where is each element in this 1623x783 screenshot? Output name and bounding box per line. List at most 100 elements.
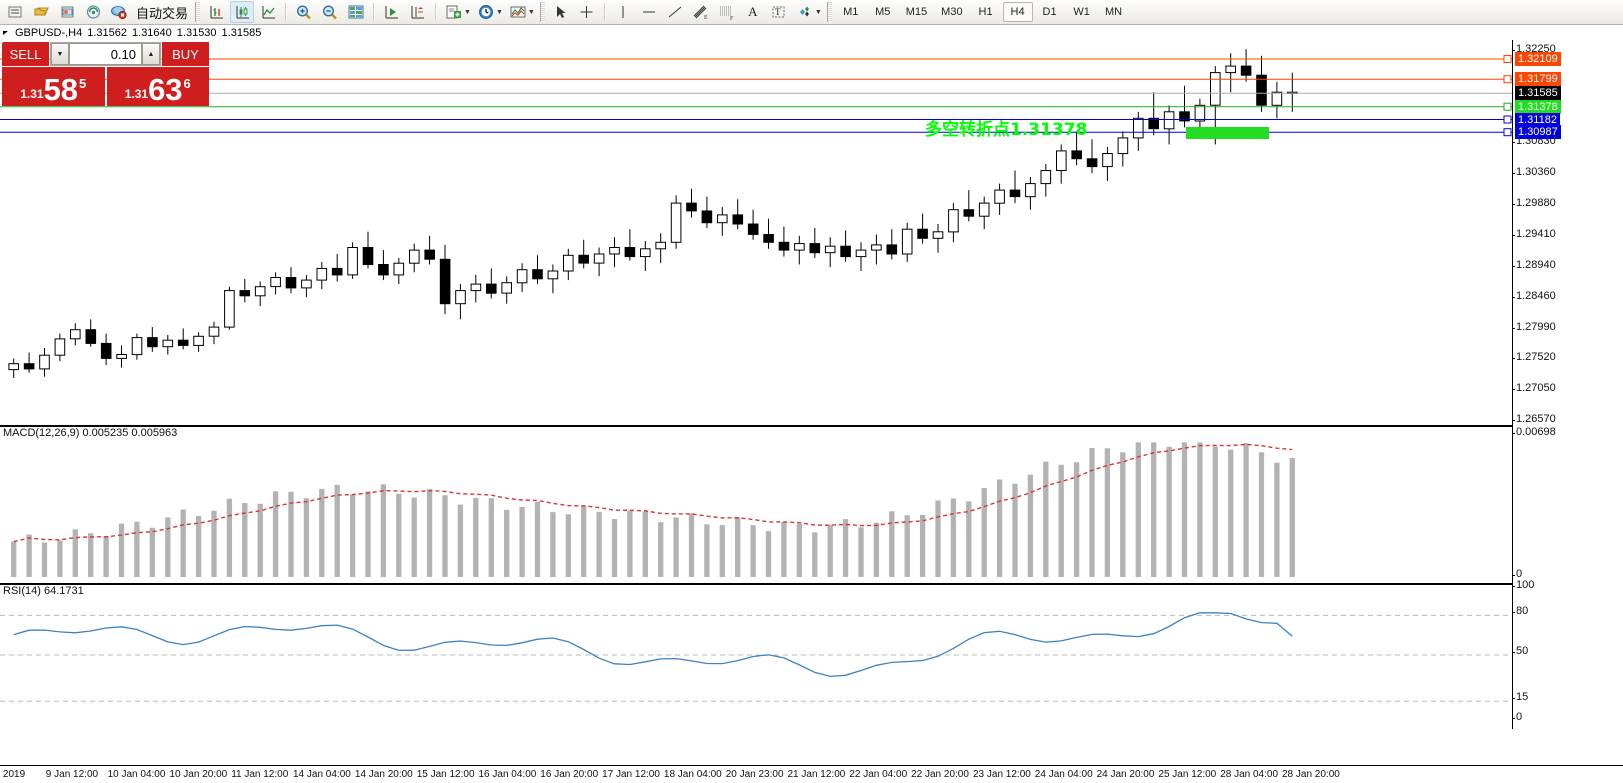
chevron-down-icon-indicators[interactable]: ▼: [527, 8, 535, 16]
price-pane[interactable]: [0, 40, 1512, 425]
time-axis-label: 15 Jan 12:00: [416, 769, 475, 780]
toolbar-grip-3[interactable]: [826, 2, 832, 22]
price-badge[interactable]: 1.32109: [1515, 52, 1561, 66]
symbol-info-line: GBPUSD-,H4 1.31562 1.31640 1.31530 1.315…: [0, 26, 1623, 40]
zoom-out-icon[interactable]: [318, 1, 342, 23]
trade-panel-top-row: SELL ▼ 0.10 ▲ BUY: [2, 42, 209, 66]
rsi-axis-tick: 80: [1511, 605, 1529, 618]
price-axis[interactable]: 1.32250 1.30830 1.30360 1.29880 1.29410 1.289…: [1511, 40, 1623, 729]
buy-quote[interactable]: 1.31 63 6: [106, 67, 209, 106]
sell-quote-integer: 1.31: [20, 87, 44, 101]
chevron-down-icon-period[interactable]: ▼: [495, 8, 503, 16]
time-axis-label: 24 Jan 04:00: [1034, 769, 1093, 780]
horizontal-line-icon[interactable]: [637, 1, 661, 23]
timeframe-m5[interactable]: M5: [875, 6, 891, 18]
symbol-low: 1.31530: [176, 27, 217, 39]
volume-increment-button[interactable]: ▲: [142, 43, 160, 65]
buy-button[interactable]: BUY: [162, 42, 209, 66]
time-axis-label: 28 Jan 04:00: [1220, 769, 1279, 780]
macd-pane[interactable]: MACD(12,26,9) 0.005235 0.005963: [0, 425, 1512, 580]
price-badge[interactable]: 1.30987: [1515, 125, 1561, 140]
menu-icon[interactable]: [3, 1, 27, 23]
svg-text:E: E: [704, 15, 708, 21]
crosshair-icon[interactable]: [575, 1, 599, 23]
rsi-axis-tick: 15: [1511, 691, 1529, 704]
period-clock-icon[interactable]: [474, 1, 498, 23]
price-badge[interactable]: 1.31378: [1515, 99, 1561, 114]
line-chart-icon[interactable]: [256, 1, 280, 23]
svg-text:F: F: [730, 16, 734, 21]
chevron-down-icon-objects[interactable]: ▼: [814, 8, 822, 16]
candlestick-chart-icon[interactable]: [230, 1, 255, 23]
timeframe-w1[interactable]: W1: [1073, 6, 1090, 18]
sell-quote-minor: 5: [79, 76, 87, 91]
autotrading-label[interactable]: 自动交易: [136, 5, 189, 21]
server-connect-icon[interactable]: [81, 1, 105, 23]
chevron-down-icon-template[interactable]: ▼: [464, 8, 471, 16]
sell-button[interactable]: SELL: [2, 42, 49, 66]
volume-decrement-button[interactable]: ▼: [51, 43, 69, 65]
price-badge[interactable]: 1.31585: [1515, 86, 1561, 101]
timeframe-m30[interactable]: M30: [941, 6, 963, 18]
timeframe-d1[interactable]: D1: [1042, 6, 1057, 18]
time-axis-label: 20 Jan 23:00: [725, 769, 784, 780]
macd-label: MACD(12,26,9) 0.005235 0.005963: [3, 427, 178, 439]
time-axis-label: 9 Jan 12:00: [45, 769, 99, 780]
objects-icon[interactable]: [793, 1, 817, 23]
volume-value[interactable]: 0.10: [69, 43, 142, 65]
print-preview-icon[interactable]: [55, 1, 79, 23]
price-tick: 1.32250: [1512, 42, 1556, 55]
toolbar-separator: [285, 3, 288, 21]
rsi-series: [0, 612, 1512, 702]
cursor-icon[interactable]: [549, 1, 573, 23]
buy-button-label: BUY: [172, 46, 199, 62]
fibonacci-icon[interactable]: F: [715, 1, 739, 23]
price-tick: 1.27050: [1512, 382, 1556, 395]
auto-scroll-icon[interactable]: [380, 1, 404, 23]
time-axis-label: 17 Jan 12:00: [602, 769, 660, 780]
text-icon[interactable]: A: [748, 4, 758, 19]
toolbar-grip-2[interactable]: [539, 2, 545, 22]
chart-shift-icon[interactable]: [406, 1, 430, 23]
price-tick: 1.28460: [1512, 290, 1556, 303]
one-click-trading-panel[interactable]: SELL ▼ 0.10 ▲ BUY 1.31 58 5 1.31 63 6: [2, 42, 209, 106]
toolbar-grip[interactable]: [195, 2, 201, 22]
volume-field[interactable]: ▼ 0.10 ▲: [50, 42, 161, 66]
timeframe-m15[interactable]: M15: [905, 6, 928, 18]
toolbar-separator-4: [603, 3, 606, 21]
support-zone-box[interactable]: [1186, 127, 1269, 139]
text-label-icon[interactable]: T: [767, 1, 791, 23]
chart-area[interactable]: 多空转折点1.31378 MACD(12,26,9) 0.005235 0.00…: [0, 40, 1623, 780]
timeframe-h4[interactable]: H4: [1002, 2, 1033, 22]
trendline-icon[interactable]: [663, 1, 687, 23]
indicators-icon[interactable]: [506, 1, 530, 23]
symbol-close: 1.31585: [221, 27, 262, 39]
macd-axis-top: 0.00698: [1512, 426, 1556, 438]
sell-quote[interactable]: 1.31 58 5: [2, 67, 105, 106]
vertical-line-icon[interactable]: [611, 1, 635, 23]
timeframe-h1[interactable]: H1: [978, 6, 993, 18]
rsi-pane[interactable]: RSI(14) 64.1731: [0, 583, 1512, 725]
collapse-arrow-icon[interactable]: [3, 31, 8, 35]
template-icon[interactable]: [442, 1, 466, 23]
time-axis-label: 18 Jan 04:00: [663, 769, 722, 780]
equidistant-channel-icon[interactable]: E: [689, 1, 713, 23]
price-badge[interactable]: 1.31182: [1515, 112, 1560, 127]
autotrading-icon[interactable]: [107, 1, 131, 23]
data-window-icon[interactable]: [344, 1, 368, 23]
price-tick: 1.27520: [1512, 351, 1556, 364]
time-axis-label: 22 Jan 20:00: [911, 769, 969, 780]
timeframe-m1[interactable]: M1: [843, 6, 859, 18]
folder-icon[interactable]: [29, 1, 53, 23]
timeframe-mn[interactable]: MN: [1105, 6, 1123, 18]
turning-point-annotation[interactable]: 多空转折点1.31378: [925, 120, 1088, 140]
time-axis-label: 21 Jan 12:00: [787, 769, 846, 780]
price-badge[interactable]: 1.31799: [1515, 72, 1561, 87]
zoom-in-icon[interactable]: [292, 1, 316, 23]
sell-button-label: SELL: [9, 46, 42, 62]
candlestick-series: [8, 49, 1298, 378]
bar-chart-icon[interactable]: [204, 1, 228, 23]
time-axis-label: 23 Jan 12:00: [973, 769, 1031, 780]
time-axis-label: 25 Jan 12:00: [1158, 769, 1217, 780]
